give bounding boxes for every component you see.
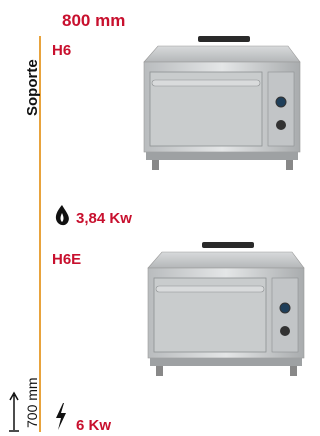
model: H6 xyxy=(52,42,71,59)
gas-icon xyxy=(56,205,69,225)
side-label: Soporte xyxy=(24,59,41,116)
height-label: 700 mm xyxy=(24,377,40,428)
power: 6 Kw xyxy=(76,417,111,434)
product-sheet: 800 mm Soporte H6 3,84 Kw H6E 700 mm 6 K… xyxy=(0,0,317,436)
model: H6E xyxy=(52,251,81,268)
electric-icon xyxy=(56,403,66,430)
oven-image xyxy=(144,36,300,170)
power: 3,84 Kw xyxy=(76,210,132,227)
width-label: 800 mm xyxy=(62,11,125,30)
oven-image xyxy=(148,242,304,376)
height-arrow xyxy=(10,393,18,430)
